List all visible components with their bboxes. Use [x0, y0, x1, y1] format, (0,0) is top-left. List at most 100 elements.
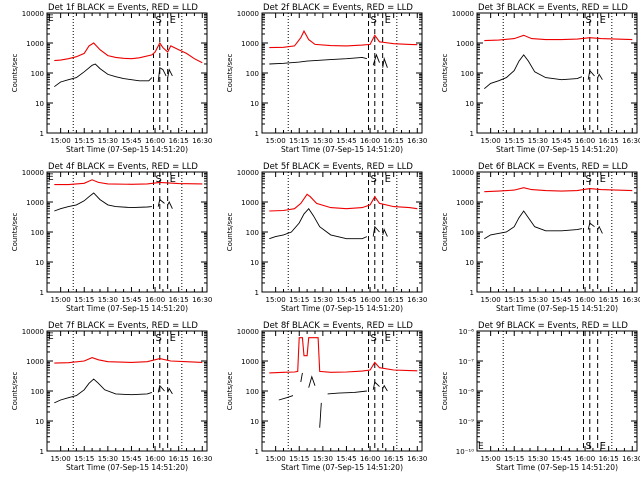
start-marker-label: S: [155, 15, 161, 26]
start-marker-label: S: [370, 333, 376, 344]
y-tick-label: 100: [31, 388, 44, 396]
x-tick-label: 15:30: [98, 455, 118, 463]
y-tick-label: 1000: [26, 40, 44, 48]
y-axis-label: Counts/sec: [226, 54, 234, 93]
x-tick-label: 16:15: [384, 137, 404, 145]
end-marker-label: E: [170, 174, 176, 185]
y-tick-label: 10⁻⁶: [459, 328, 475, 336]
events-series-line: [167, 200, 173, 209]
y-axis-label: Counts/sec: [441, 54, 449, 93]
x-axis-label: Start Time (07-Sep-15 14:51:20): [281, 145, 403, 154]
y-tick-label: 10: [35, 259, 44, 267]
events-series-line: [587, 69, 595, 80]
x-axis-label: Start Time (07-Sep-15 14:51:20): [496, 463, 618, 472]
y-tick-label: 10000: [452, 10, 474, 18]
y-tick-label: 1: [470, 289, 474, 297]
x-tick-label: 15:45: [551, 455, 571, 463]
x-tick-label: 15:00: [51, 137, 71, 145]
end-marker-label: E: [385, 333, 391, 344]
y-tick-label: 10000: [22, 169, 44, 177]
panel-title: Det 3f BLACK = Events, RED = LLD: [478, 3, 628, 13]
y-tick-label: 10⁻⁸: [459, 388, 475, 396]
x-tick-label: 15:00: [481, 137, 501, 145]
panel-title: Det 8f BLACK = Events, RED = LLD: [263, 321, 413, 331]
x-tick-label: 15:15: [289, 296, 309, 304]
events-series-line: [484, 54, 583, 90]
y-axis-label: Counts/sec: [11, 372, 19, 411]
y-axis-label: Counts/sec: [11, 54, 19, 93]
x-tick-label: 15:45: [336, 137, 356, 145]
y-tick-label: 100: [31, 70, 44, 78]
events-series-line: [372, 381, 380, 390]
y-tick-label: 1000: [456, 199, 474, 207]
start-marker-label: S: [585, 15, 591, 26]
x-tick-label: 15:30: [313, 296, 333, 304]
range-marker-glyph: E: [478, 442, 484, 452]
end-marker-label: E: [600, 15, 606, 26]
range-marker-glyph: E: [48, 14, 54, 24]
y-tick-label: 1: [40, 289, 44, 297]
plot-frame: [46, 171, 208, 293]
x-axis-label: Start Time (07-Sep-15 14:51:20): [496, 145, 618, 154]
x-tick-label: 16:00: [360, 455, 380, 463]
start-marker-label: S: [155, 174, 161, 185]
y-tick-label: 1: [255, 448, 259, 456]
x-tick-label: 16:30: [407, 137, 427, 145]
x-tick-label: 15:00: [266, 455, 286, 463]
x-tick-label: 15:15: [504, 455, 524, 463]
y-tick-label: 1: [40, 130, 44, 138]
events-series-line: [269, 56, 368, 65]
events-series-line: [157, 384, 165, 393]
x-tick-label: 15:45: [121, 296, 141, 304]
plot-frame: [261, 171, 423, 293]
panel-title: Det 5f BLACK = Events, RED = LLD: [263, 162, 413, 172]
x-tick-label: 16:15: [384, 296, 404, 304]
plot-frame: [261, 12, 423, 134]
x-tick-label: 16:00: [575, 455, 595, 463]
y-tick-label: 100: [246, 70, 259, 78]
y-axis-label: Counts/sec: [226, 372, 234, 411]
x-axis-label: Start Time (07-Sep-15 14:51:20): [66, 304, 188, 313]
lld-series-line: [54, 179, 203, 186]
y-tick-label: 100: [461, 229, 474, 237]
start-marker-label: S: [155, 333, 161, 344]
x-tick-label: 16:00: [360, 296, 380, 304]
x-tick-label: 15:00: [266, 296, 286, 304]
events-series-line: [327, 390, 367, 395]
events-series-line: [269, 207, 368, 240]
x-tick-label: 15:45: [551, 137, 571, 145]
x-tick-label: 16:30: [622, 137, 640, 145]
lld-series-line: [269, 337, 418, 374]
x-tick-label: 15:15: [74, 137, 94, 145]
panel-title: Det 6f BLACK = Events, RED = LLD: [478, 162, 628, 172]
x-axis-label: Start Time (07-Sep-15 14:51:20): [281, 304, 403, 313]
events-series-line: [382, 56, 388, 68]
y-tick-label: 10: [250, 100, 259, 108]
plot-frame: [46, 330, 208, 452]
x-tick-label: 15:30: [528, 455, 548, 463]
y-axis-label: Counts/sec: [226, 213, 234, 252]
y-tick-label: 10000: [452, 169, 474, 177]
x-tick-label: 15:30: [98, 296, 118, 304]
events-series-line: [54, 378, 153, 404]
events-series-line: [54, 63, 153, 88]
range-marker-glyph: E: [48, 332, 54, 342]
x-tick-label: 15:00: [481, 455, 501, 463]
x-tick-label: 16:00: [145, 455, 165, 463]
y-tick-label: 1000: [26, 358, 44, 366]
y-tick-label: 100: [461, 70, 474, 78]
x-tick-label: 15:15: [289, 137, 309, 145]
events-series-line: [308, 375, 316, 388]
panel-title: Det 7f BLACK = Events, RED = LLD: [48, 321, 198, 331]
x-tick-label: 15:45: [336, 455, 356, 463]
plot-frame: [476, 330, 638, 452]
y-tick-label: 10: [465, 100, 474, 108]
y-tick-label: 10: [35, 418, 44, 426]
plot-frame: [261, 330, 423, 452]
start-marker-label: S: [585, 441, 591, 452]
x-tick-label: 16:15: [169, 137, 189, 145]
y-tick-label: 1000: [26, 199, 44, 207]
events-series-line: [372, 53, 380, 66]
x-tick-label: 16:30: [407, 296, 427, 304]
x-axis-label: Start Time (07-Sep-15 14:51:20): [496, 304, 618, 313]
